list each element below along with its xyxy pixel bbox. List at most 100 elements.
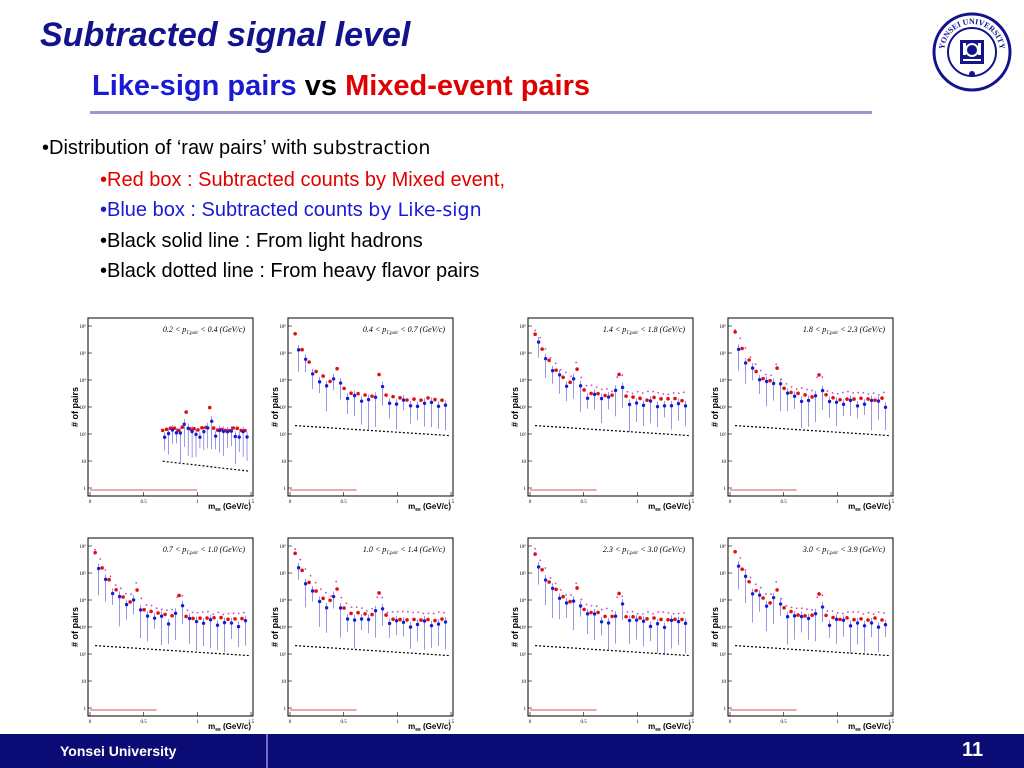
raw-pair-point <box>811 609 813 611</box>
plot-xtick-label: 0.5 <box>141 500 148 505</box>
like-sign-point <box>237 435 241 439</box>
like-sign-point <box>380 384 385 389</box>
like-sign-point <box>876 399 881 403</box>
like-sign-point <box>834 400 839 404</box>
plot-xtick-label: 1 <box>636 720 639 725</box>
raw-pair-point <box>242 611 245 614</box>
like-sign-point <box>429 623 434 628</box>
mixed-event-point <box>845 615 849 620</box>
raw-pair-point <box>672 391 675 394</box>
like-sign-point <box>210 419 214 423</box>
plot-ytick-label: 10 <box>281 460 287 465</box>
mixed-event-point <box>873 616 877 620</box>
raw-pair-point <box>882 612 885 614</box>
mixed-event-point <box>852 617 856 622</box>
raw-pair-point <box>554 362 557 365</box>
raw-pair-point <box>570 594 572 597</box>
mixed-event-point <box>176 428 181 433</box>
like-sign-point <box>387 621 392 626</box>
mixed-event-point <box>177 593 181 598</box>
like-sign-point <box>655 404 660 409</box>
like-sign-point <box>408 404 413 408</box>
mass-spectrum-plot: # of pairs 1 10 10² 10³ 10⁴ 10⁵ 10⁶ 0 0.5 1 1.5 mee … <box>70 532 260 747</box>
plot-xlabel: mee (GeV/c) <box>208 502 251 513</box>
mixed-event-point <box>231 426 236 430</box>
plot-ytick-label: 10⁵ <box>279 571 286 577</box>
plot-ylabel: # of pairs <box>710 607 720 647</box>
raw-pair-point <box>186 609 189 612</box>
like-sign-point <box>303 357 308 361</box>
like-sign-point <box>194 619 199 624</box>
like-sign-point <box>194 432 198 437</box>
plot-xtick-label: 1 <box>196 500 199 505</box>
raw-pair-point <box>626 390 629 393</box>
subtitle-like-sign: Like-sign pairs <box>92 70 297 102</box>
mixed-event-point <box>342 606 346 610</box>
like-sign-point <box>229 429 234 433</box>
raw-pair-point <box>135 582 138 584</box>
raw-pair-point <box>565 371 567 374</box>
raw-pair-point <box>150 604 153 607</box>
raw-pair-point <box>366 609 368 612</box>
raw-pair-point <box>437 611 440 613</box>
like-sign-point <box>345 617 350 621</box>
subtitle-mixed-event: Mixed-event pairs <box>345 70 591 102</box>
raw-pair-point <box>677 612 680 615</box>
raw-pair-point <box>847 611 849 613</box>
like-sign-point <box>683 404 688 408</box>
like-sign-point <box>757 593 762 597</box>
mixed-event-point <box>207 405 212 410</box>
plot-ytick-label: 10³ <box>520 405 527 411</box>
raw-pair-point <box>852 611 854 613</box>
like-sign-point <box>634 618 639 622</box>
mass-spectrum-plot: # of pairs 1 10 10² 10³ 10⁴ 10⁵ 10⁶ 0 0.5 1 1.5 mee … <box>710 312 900 527</box>
raw-pair-point <box>595 605 598 608</box>
raw-pair-point <box>600 608 603 611</box>
plot-xtick-label: 0 <box>729 720 732 725</box>
plot-pt-label: 0.7 < pT,pair < 1.0 (GeV/c) <box>163 545 245 556</box>
plot-ylabel: # of pairs <box>270 387 280 427</box>
mixed-event-point <box>142 607 146 612</box>
mass-spectrum-plot: # of pairs 1 10 10² 10³ 10⁴ 10⁵ 10⁶ 0 0.5 1 1.5 mee … <box>70 312 260 527</box>
raw-pair-point <box>616 376 619 378</box>
plot-xlabel: mee (GeV/c) <box>408 502 451 513</box>
heavy-flavor-dotted-line <box>735 645 890 657</box>
mixed-event-point <box>789 390 793 395</box>
mixed-event-point <box>866 397 870 401</box>
raw-pair-point <box>549 356 552 359</box>
raw-pair-point <box>841 612 844 615</box>
mixed-event-point <box>184 614 188 619</box>
raw-pair-point <box>621 595 624 598</box>
mixed-event-point <box>321 374 325 378</box>
like-sign-point <box>233 434 237 439</box>
like-sign-point <box>145 614 150 618</box>
mixed-event-point <box>740 346 744 351</box>
plot-ytick-label: 10⁴ <box>79 598 86 604</box>
mixed-event-point <box>192 426 196 431</box>
like-sign-point <box>352 618 357 622</box>
mixed-event-point <box>398 617 402 622</box>
raw-pair-point <box>816 376 819 378</box>
raw-pair-point <box>309 574 312 577</box>
like-sign-point <box>217 428 222 433</box>
raw-pair-point <box>821 594 824 597</box>
subtitle-vs: vs <box>304 70 337 102</box>
mixed-event-point <box>114 587 118 592</box>
raw-pair-point <box>114 584 117 586</box>
plot-ytick-label: 10⁶ <box>279 324 286 330</box>
raw-pair-point <box>872 392 875 395</box>
raw-pair-point <box>104 569 107 571</box>
like-sign-point <box>162 435 167 439</box>
raw-pair-point <box>340 596 343 599</box>
like-sign-point <box>876 625 881 629</box>
plot-ylabel: # of pairs <box>70 607 80 647</box>
mixed-event-point <box>170 613 174 618</box>
like-sign-point <box>883 405 888 409</box>
plot-xtick-label: 1 <box>396 500 399 505</box>
like-sign-point <box>799 614 804 619</box>
mixed-event-point <box>782 386 786 391</box>
mixed-event-point <box>100 566 104 570</box>
plot-xtick-label: 0.5 <box>581 500 588 505</box>
plot-xlabel: mee (GeV/c) <box>648 722 691 733</box>
like-sign-point <box>225 430 230 434</box>
